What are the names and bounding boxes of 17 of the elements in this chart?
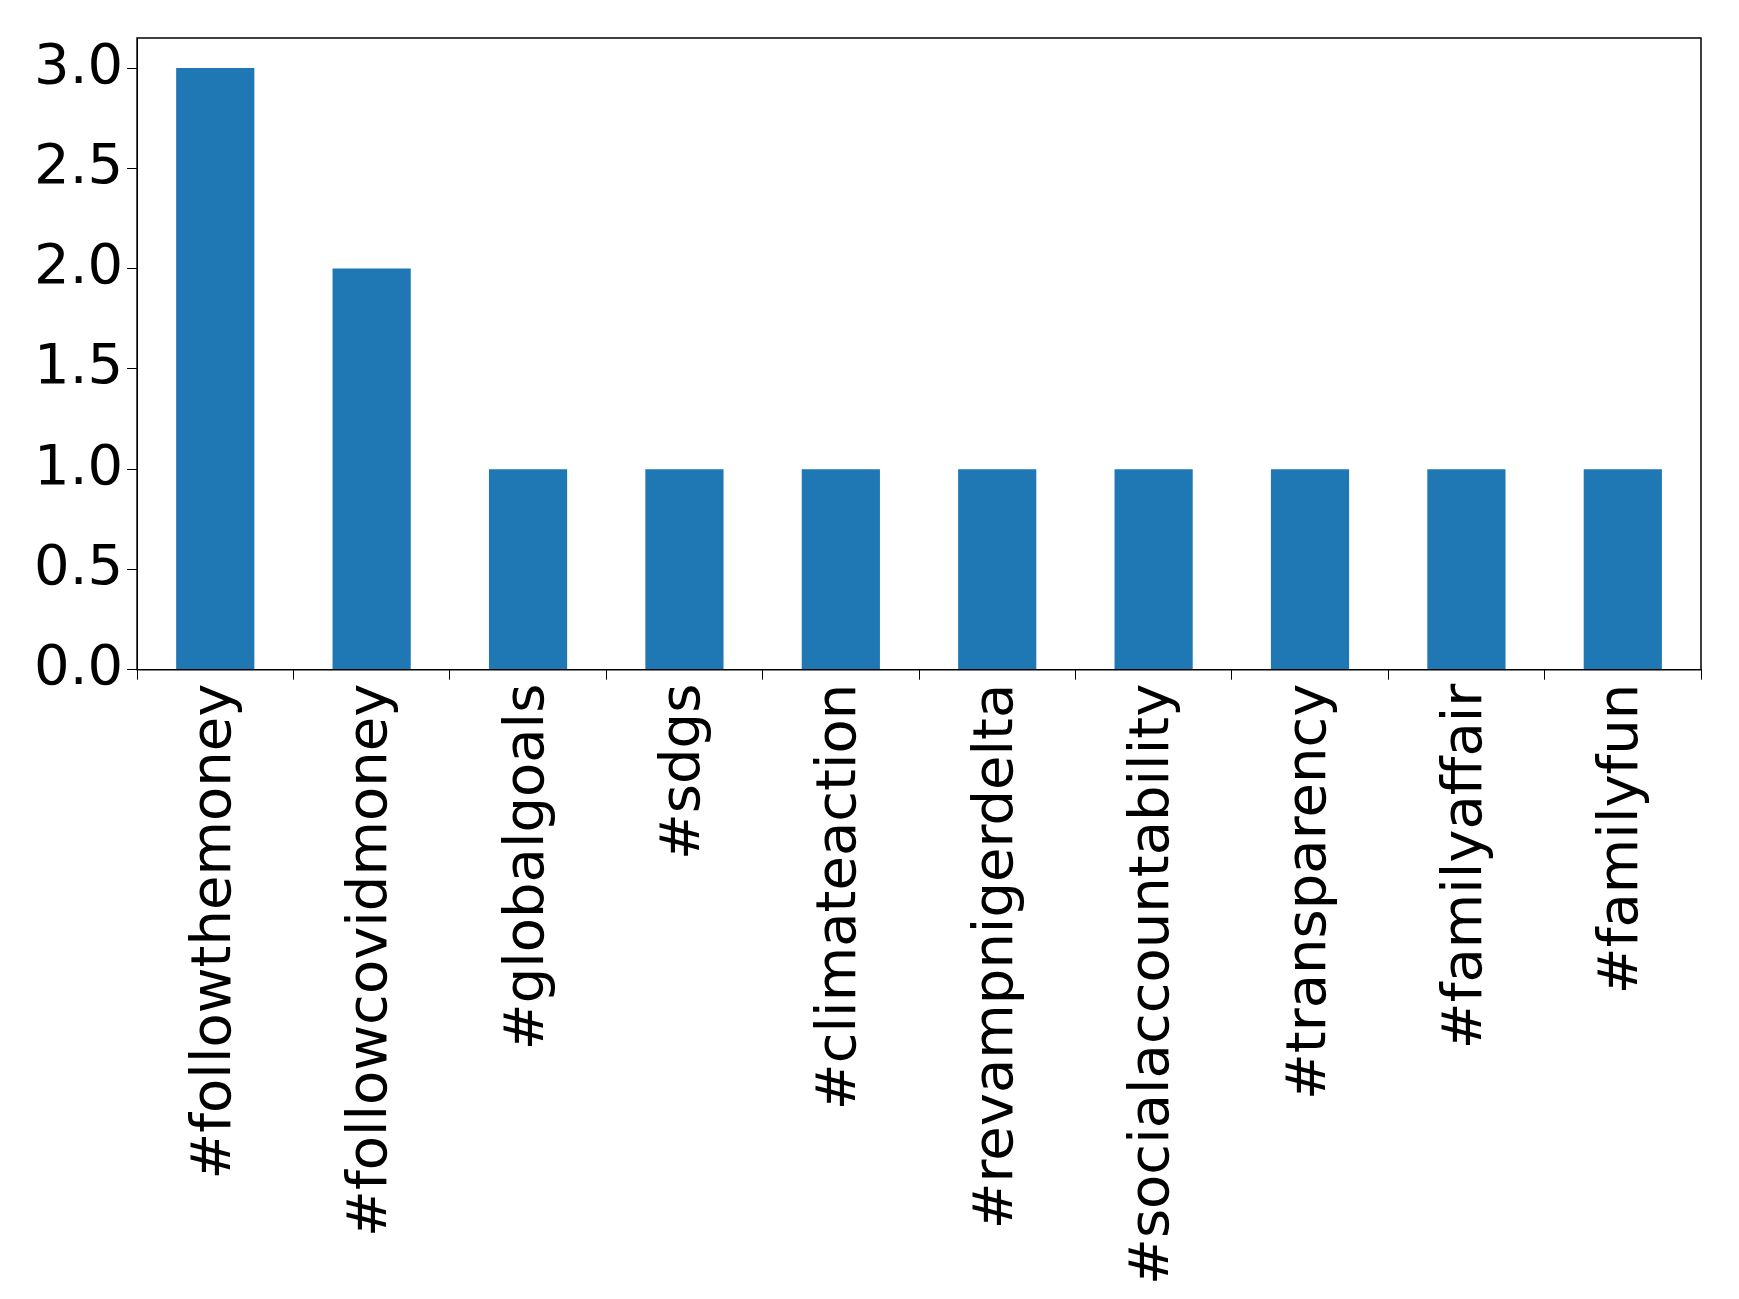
x-tick-label: #familyaffair (1428, 682, 1494, 1050)
y-tick-label: 1.0 (34, 431, 124, 497)
x-tick-label: #transparency (1272, 683, 1338, 1101)
y-tick-label: 3.0 (34, 30, 124, 96)
x-tick-label: #socialaccountability (1116, 683, 1182, 1286)
x-tick-label: #globalgoals (490, 683, 556, 1051)
y-tick-label: 0.5 (34, 531, 124, 597)
x-tick-label: #followthemoney (177, 683, 243, 1180)
y-tick-label: 2.0 (34, 231, 124, 297)
x-tick-label: #sdgs (646, 683, 712, 861)
x-tick-label: #revampnigerdelta (959, 683, 1025, 1230)
x-tick-label: #followcovidmoney (334, 683, 400, 1237)
y-tick-label: 0.0 (34, 632, 124, 698)
y-tick-label: 1.5 (34, 331, 124, 397)
x-tick-label: #familyfun (1585, 683, 1651, 995)
y-tick-label: 2.5 (34, 130, 124, 196)
x-tick-label: #climateaction (803, 683, 869, 1111)
